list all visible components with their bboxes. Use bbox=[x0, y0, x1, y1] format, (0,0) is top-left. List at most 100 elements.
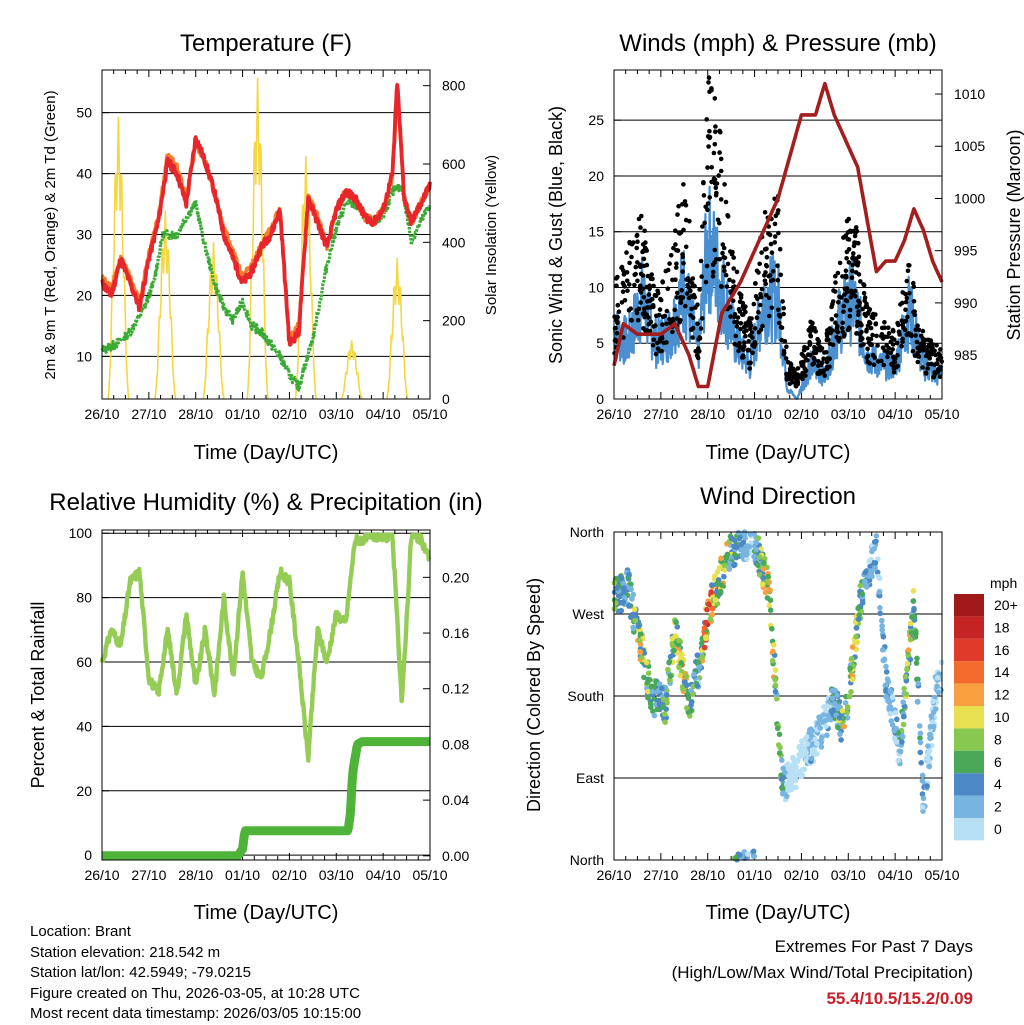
direction-point bbox=[904, 661, 911, 667]
y-tick-label: 40 bbox=[76, 166, 92, 182]
y2-tick-label: 0 bbox=[442, 391, 450, 407]
x-tick-label: 05/10 bbox=[924, 867, 959, 883]
gust-point bbox=[846, 260, 852, 265]
direction-point bbox=[879, 647, 886, 653]
gust-point bbox=[709, 87, 714, 93]
direction-point bbox=[774, 695, 780, 702]
direction-point bbox=[654, 706, 660, 713]
x-tick-label: 01/10 bbox=[737, 406, 772, 422]
direction-point bbox=[659, 685, 665, 692]
direction-point bbox=[614, 585, 620, 591]
gust-point bbox=[864, 355, 870, 360]
direction-point bbox=[718, 555, 724, 562]
direction-point bbox=[628, 585, 634, 592]
gust-point bbox=[706, 75, 712, 80]
gust-point bbox=[767, 232, 773, 238]
direction-point bbox=[799, 772, 806, 779]
direction-point bbox=[902, 673, 909, 680]
direction-point bbox=[739, 552, 746, 559]
direction-point bbox=[628, 581, 634, 587]
direction-point bbox=[746, 544, 753, 550]
gust-point bbox=[834, 334, 839, 340]
direction-point bbox=[839, 708, 846, 714]
direction-point bbox=[665, 666, 671, 673]
gust-point bbox=[885, 354, 890, 360]
direction-point bbox=[871, 546, 877, 552]
gust-point bbox=[881, 362, 886, 368]
gust-point bbox=[720, 250, 725, 256]
gust-point bbox=[633, 264, 639, 270]
gust-point bbox=[863, 304, 869, 310]
x-tick-label: 03/10 bbox=[319, 406, 354, 422]
direction-point bbox=[620, 580, 627, 587]
x-tick-label: 04/10 bbox=[878, 867, 913, 883]
direction-point bbox=[776, 750, 783, 756]
gust-point bbox=[847, 307, 853, 313]
direction-point bbox=[853, 633, 859, 640]
y-tick-label: 50 bbox=[76, 105, 92, 121]
gust-point bbox=[627, 260, 632, 266]
gust-point bbox=[740, 300, 746, 306]
gust-point bbox=[731, 279, 736, 284]
wind-direction-plot-frame bbox=[613, 531, 943, 861]
gust-point bbox=[697, 336, 703, 341]
direction-point bbox=[855, 616, 862, 622]
extremes-subtitle: (High/Low/Max Wind/Total Precipitation) bbox=[671, 963, 973, 982]
x-tick-label: 05/10 bbox=[412, 406, 447, 422]
gust-point bbox=[936, 351, 941, 357]
gust-point bbox=[718, 197, 724, 202]
gust-point bbox=[701, 193, 707, 198]
gust-point bbox=[674, 248, 679, 253]
direction-point bbox=[901, 713, 907, 720]
direction-point bbox=[628, 614, 634, 620]
gust-point bbox=[621, 272, 627, 277]
direction-point bbox=[743, 548, 750, 555]
gust-point bbox=[632, 272, 637, 278]
direction-point bbox=[788, 765, 795, 771]
direction-point bbox=[651, 712, 658, 719]
gust-point bbox=[670, 329, 675, 335]
direction-point bbox=[694, 682, 701, 689]
direction-point bbox=[770, 648, 776, 655]
extremes-title: Extremes For Past 7 Days bbox=[774, 937, 973, 956]
gust-point bbox=[756, 309, 761, 315]
gust-point bbox=[695, 321, 700, 327]
direction-point bbox=[779, 776, 785, 782]
gust-point bbox=[637, 262, 643, 268]
gust-point bbox=[938, 355, 944, 361]
direction-point bbox=[675, 641, 682, 648]
gust-point bbox=[650, 342, 656, 348]
y-tick-label: 20 bbox=[76, 287, 92, 303]
gust-point bbox=[640, 273, 646, 278]
gust-point bbox=[904, 295, 910, 301]
gust-point bbox=[749, 316, 754, 321]
gust-point bbox=[816, 338, 822, 344]
gust-point bbox=[836, 338, 841, 344]
gust-point bbox=[770, 269, 776, 274]
gust-point bbox=[822, 350, 827, 355]
gust-point bbox=[717, 150, 722, 155]
solar-day-curve bbox=[294, 156, 317, 400]
gust-point bbox=[868, 342, 873, 348]
direction-point bbox=[881, 656, 888, 662]
gust-point bbox=[772, 234, 778, 239]
gust-point bbox=[747, 366, 752, 371]
gust-point bbox=[700, 316, 705, 321]
y2-tick-label: 400 bbox=[442, 234, 466, 250]
gust-point bbox=[795, 366, 801, 371]
direction-point bbox=[919, 772, 926, 779]
direction-point bbox=[923, 755, 930, 762]
gust-point bbox=[740, 304, 746, 310]
legend-swatch bbox=[954, 728, 984, 751]
gust-point bbox=[684, 291, 690, 296]
direction-point bbox=[776, 731, 783, 738]
gust-point bbox=[689, 306, 694, 312]
gust-point bbox=[901, 325, 906, 331]
direction-point bbox=[803, 749, 809, 756]
gust-point bbox=[861, 290, 867, 296]
gust-point bbox=[817, 347, 822, 353]
gust-point bbox=[614, 283, 619, 289]
direction-point bbox=[790, 754, 796, 761]
gust-point bbox=[787, 369, 793, 375]
gust-point bbox=[759, 250, 764, 255]
